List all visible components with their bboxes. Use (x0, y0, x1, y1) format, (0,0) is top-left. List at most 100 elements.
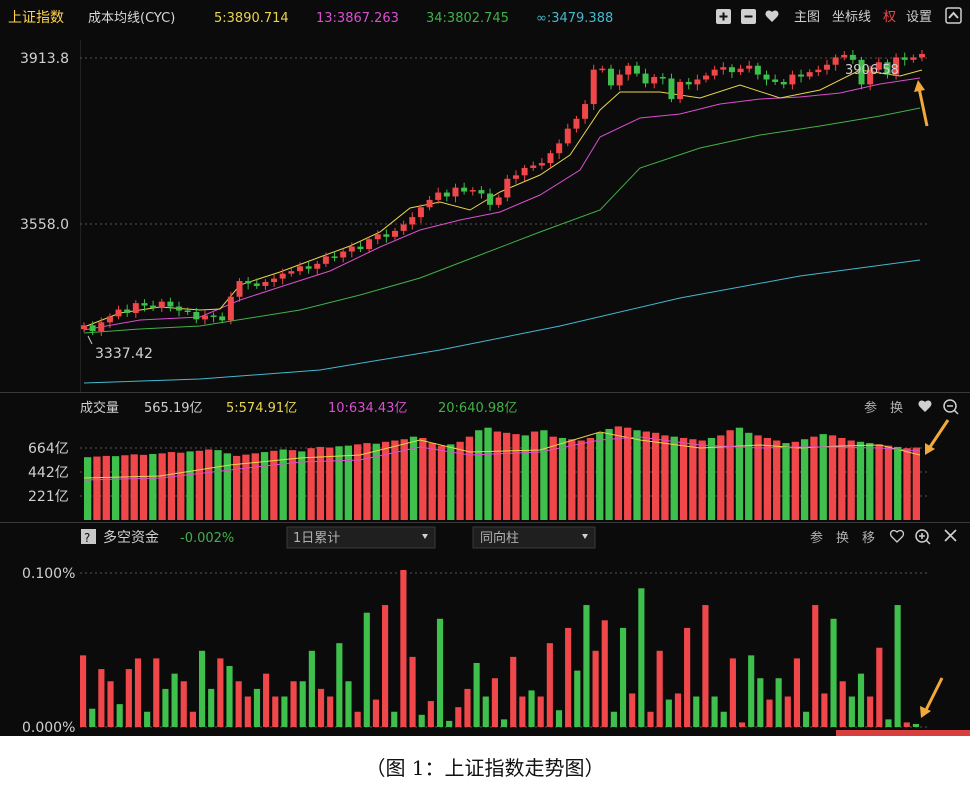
volume-bar (810, 436, 818, 520)
volume-bar (456, 441, 464, 520)
fund-bar (647, 711, 654, 727)
candle-body (642, 73, 649, 84)
fund-bar (134, 658, 142, 727)
main-chart-button[interactable]: 主图 (794, 10, 820, 25)
volume-tick-2: 442亿 (28, 465, 69, 481)
candle-body (798, 74, 805, 77)
fund-bar (775, 678, 782, 727)
candle-body (547, 153, 554, 164)
volume-bar (577, 440, 585, 520)
volume-bar (242, 454, 250, 520)
candle-body (694, 79, 701, 85)
volume-bar (773, 440, 781, 520)
fund-bar (409, 656, 416, 727)
candle-body (668, 78, 675, 100)
volume-bar (679, 437, 688, 520)
candle-body (262, 282, 269, 286)
candle-body (556, 143, 563, 154)
expand-icon[interactable] (945, 7, 962, 24)
volume-bar (726, 430, 734, 520)
help-icon[interactable]: ? (81, 529, 96, 545)
candle-body (245, 281, 252, 284)
candle-body (737, 68, 744, 73)
candle-body (435, 192, 442, 200)
candle-body (322, 256, 329, 264)
fund-params-button[interactable]: 参 (810, 530, 823, 546)
close-icon[interactable] (944, 529, 957, 542)
volume-zoom-icon[interactable] (943, 399, 959, 415)
fund-bar (674, 693, 682, 727)
candle-body (815, 69, 822, 73)
candle-body (383, 234, 390, 237)
ma34-readout: 34:3802.745 (426, 11, 509, 26)
fund-bar (436, 618, 444, 727)
fund-tick-zero: 0.000% (22, 720, 75, 736)
volume-bar (372, 443, 380, 520)
settings-button[interactable]: 设置 (906, 10, 932, 25)
volume-bar (698, 440, 706, 520)
volume-tick-1: 664亿 (28, 441, 69, 457)
candle-body (685, 81, 692, 85)
candle-body (184, 310, 191, 313)
candle-body (763, 74, 770, 80)
candle-body (296, 266, 303, 272)
candle-body (504, 178, 511, 198)
fund-bar (253, 688, 261, 727)
fund-bar (235, 681, 242, 727)
volume-bar (298, 451, 306, 520)
fund-bar (372, 699, 380, 727)
fund-zoom-icon[interactable] (915, 529, 931, 545)
candle-body (366, 239, 373, 250)
volume-bar (568, 439, 576, 520)
fund-bar (363, 612, 370, 727)
ma13-readout: 13:3867.263 (316, 11, 399, 26)
indicator-name: 成本均线(CYC) (88, 11, 175, 26)
fund-bar (839, 681, 846, 727)
fund-switch-button[interactable]: 换 (836, 531, 849, 546)
period-select-value: 1日累计 (293, 531, 340, 546)
volume-bar (912, 447, 920, 520)
fund-bar (574, 670, 581, 727)
fund-bar (610, 711, 617, 727)
volume-bar (149, 453, 157, 520)
fund-bar (171, 673, 178, 727)
volume-params-button[interactable]: 参 (864, 400, 877, 416)
fund-bar (290, 681, 297, 727)
zoom-in-icon[interactable] (716, 9, 731, 24)
volume-bar (856, 441, 865, 520)
volume-bar (791, 441, 799, 520)
volume-bar (93, 456, 101, 520)
candle-body (331, 256, 338, 258)
fund-move-button[interactable]: 移 (862, 531, 875, 546)
volume-bar (586, 437, 595, 520)
volume-bar (782, 443, 790, 520)
fund-bar (308, 650, 315, 727)
coordinate-button[interactable]: 坐标线 (832, 10, 871, 25)
bar-mode-select[interactable]: 同向柱 (472, 526, 596, 549)
volume-bar (903, 448, 911, 520)
candle-body (141, 303, 148, 306)
period-select[interactable]: 1日累计 (286, 526, 436, 549)
candle-body (193, 311, 200, 320)
volume-heart-icon[interactable] (918, 400, 932, 412)
rights-button[interactable]: 权 (883, 9, 896, 25)
candle-body (487, 193, 494, 205)
volume-bar (400, 439, 408, 520)
volume-bar (763, 437, 772, 520)
arrow-fund (920, 677, 944, 718)
volume-bar (428, 443, 436, 520)
fund-bar (812, 605, 819, 727)
favorite-heart-icon[interactable] (765, 10, 779, 22)
candle-body (659, 77, 666, 79)
candlestick-series (81, 50, 925, 337)
fund-bar (162, 688, 169, 727)
chevron-down-icon (582, 534, 588, 539)
volume-bar (475, 430, 483, 520)
zoom-out-icon[interactable] (741, 9, 756, 24)
volume-switch-button[interactable]: 换 (890, 401, 903, 416)
candle-body (305, 266, 312, 269)
fund-bar (501, 719, 508, 727)
fund-bars (80, 570, 919, 727)
volume-bar (111, 456, 120, 520)
fund-heart-icon[interactable] (889, 529, 905, 543)
